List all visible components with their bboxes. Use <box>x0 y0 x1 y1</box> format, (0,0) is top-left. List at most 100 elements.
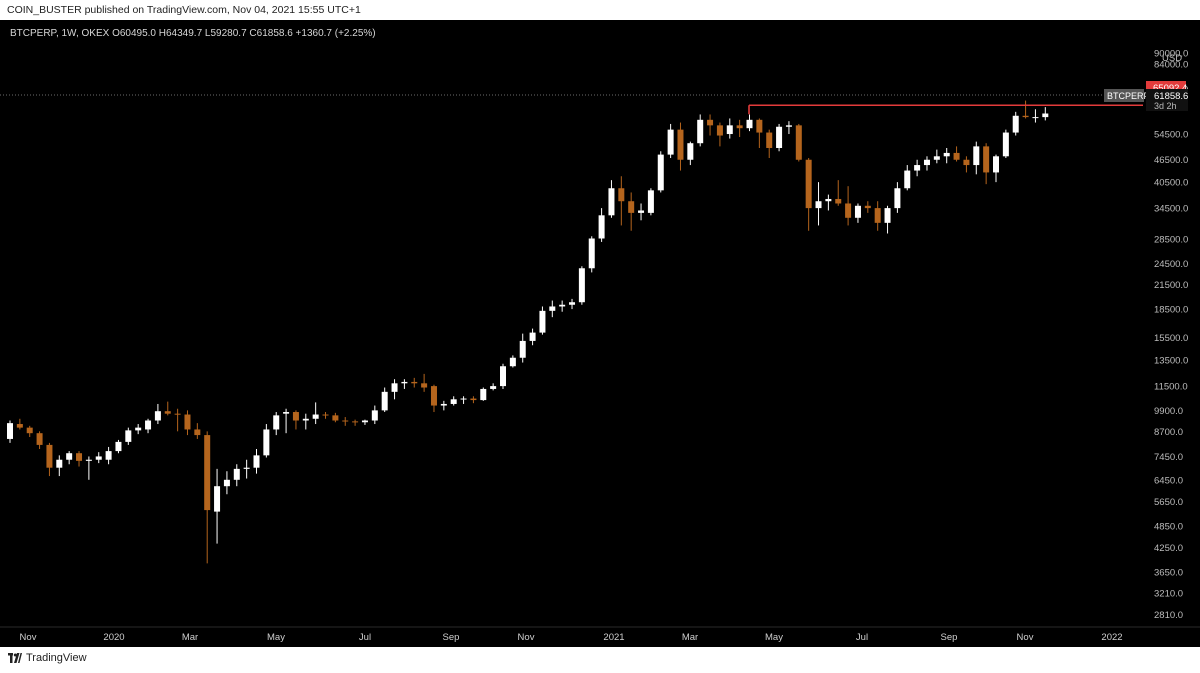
candle <box>549 300 556 318</box>
candle-body-up <box>440 403 447 406</box>
candle-body-down <box>430 386 437 406</box>
candle-body-down <box>332 415 339 421</box>
candle <box>963 156 970 173</box>
candle-body-up <box>214 486 221 512</box>
candle-body-up <box>569 302 576 305</box>
candle-body-up <box>95 456 102 460</box>
candle <box>381 387 388 413</box>
candle <box>401 379 408 389</box>
time-tick-label: May <box>267 632 285 643</box>
candle <box>440 400 447 411</box>
candle-body-up <box>56 459 63 468</box>
candle <box>371 405 378 425</box>
candle-body-up <box>500 366 506 387</box>
candle <box>391 379 398 400</box>
candle-body-down <box>46 444 53 468</box>
candle <box>687 141 694 166</box>
candle <box>923 156 930 171</box>
candle-body-up <box>66 453 73 460</box>
candle-body-down <box>864 205 871 209</box>
candle <box>253 449 260 474</box>
time-tick-label: 2022 <box>1101 632 1122 643</box>
candle <box>825 194 832 211</box>
candle-body-down <box>805 159 812 209</box>
candle-body-up <box>815 201 822 209</box>
candle <box>1012 111 1019 136</box>
resistance-price-label: 65092.4 <box>1153 83 1187 94</box>
candle-body-up <box>145 420 152 430</box>
candle <box>115 439 122 454</box>
candle <box>953 146 960 162</box>
candle <box>766 129 773 159</box>
candle <box>835 180 842 206</box>
symbol-tag <box>1104 89 1144 102</box>
candle-body-down <box>470 398 477 401</box>
candle-body-up <box>115 441 122 452</box>
price-tick-label: 13500.0 <box>1154 356 1188 367</box>
price-chart[interactable]: BTCPERP, 1W, OKEX O60495.0 H64349.7 L592… <box>0 20 1200 647</box>
tradingview-logo[interactable]: TradingView <box>8 652 87 664</box>
time-tick-label: 2020 <box>103 632 124 643</box>
candle-body-down <box>628 201 635 213</box>
time-tick-label: Jul <box>856 632 868 643</box>
candle <box>559 300 566 312</box>
candle <box>638 203 645 221</box>
candle <box>95 452 102 464</box>
candle-body-up <box>490 386 497 389</box>
candle-body-down <box>874 208 881 223</box>
candle <box>500 363 506 389</box>
price-tick-label: 18500.0 <box>1154 305 1188 316</box>
candle <box>36 431 43 450</box>
candle-body-up <box>726 125 733 135</box>
candle-body-up <box>588 238 595 269</box>
price-tag <box>1146 89 1188 111</box>
price-axis[interactable] <box>1143 20 1200 627</box>
candle-body-up <box>776 126 783 148</box>
candle <box>243 459 250 479</box>
candle <box>914 159 921 177</box>
candle <box>76 451 83 467</box>
candle-body-down <box>736 125 743 129</box>
candle <box>973 141 980 175</box>
currency-label: USD <box>1162 53 1182 64</box>
candle <box>154 403 161 425</box>
candle-body-up <box>125 430 132 442</box>
last-price-label: 61858.6 <box>1154 91 1188 102</box>
candle <box>1042 107 1049 121</box>
candle <box>174 408 181 432</box>
candle-body-up <box>647 190 654 213</box>
candle <box>135 424 142 435</box>
time-axis[interactable] <box>0 627 1200 647</box>
candle <box>125 427 132 445</box>
candle <box>302 413 309 430</box>
candle <box>578 266 585 305</box>
candle <box>283 408 290 434</box>
candle <box>746 114 753 132</box>
symbol-legend[interactable]: BTCPERP, 1W, OKEX O60495.0 H64349.7 L592… <box>10 28 376 39</box>
candle <box>756 118 763 148</box>
candle-body-down <box>756 119 763 133</box>
candle <box>677 122 684 171</box>
symbol-tag-label: BTCPERP <box>1107 91 1150 101</box>
candle-body-down <box>164 411 171 414</box>
candle-body-up <box>381 391 388 411</box>
candle-body-up <box>993 156 999 173</box>
candle <box>874 201 881 231</box>
candle <box>785 121 792 135</box>
candle-body-up <box>559 304 566 307</box>
candle <box>312 402 319 425</box>
candle <box>736 119 743 138</box>
candle-body-down <box>194 429 201 436</box>
candle <box>164 401 171 416</box>
time-tick-label: Mar <box>682 632 698 643</box>
candle-body-up <box>687 143 694 160</box>
time-tick-label: Sep <box>941 632 958 643</box>
candle <box>66 451 73 465</box>
chart-background <box>0 20 1200 647</box>
candle <box>292 410 299 430</box>
candle <box>943 147 950 164</box>
candle <box>647 188 654 216</box>
candle <box>332 412 339 423</box>
candle-body-up <box>312 414 319 419</box>
candle <box>450 396 457 406</box>
